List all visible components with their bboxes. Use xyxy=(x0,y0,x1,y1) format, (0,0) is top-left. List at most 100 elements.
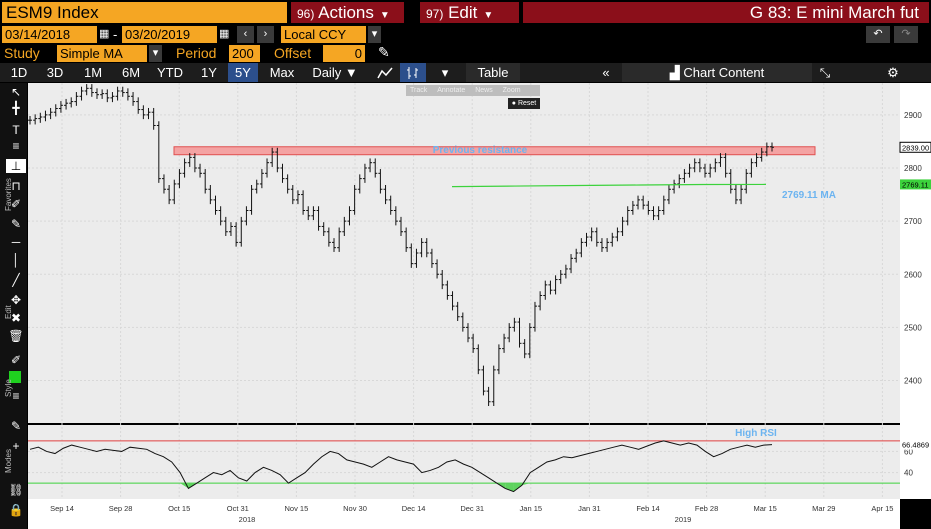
period-label: Period xyxy=(176,45,217,61)
reset-icon: ● xyxy=(511,100,516,107)
erase-icon[interactable]: ✖ xyxy=(10,311,22,325)
period-input[interactable]: 200 xyxy=(229,45,260,62)
track-tool[interactable]: Track xyxy=(410,87,428,94)
line-style-icon[interactable]: ≡ xyxy=(12,389,20,403)
rsi-tick-label: 60 xyxy=(904,447,913,456)
pencil-mode-icon[interactable]: ✎ xyxy=(10,419,22,433)
table-button[interactable]: Table xyxy=(466,63,520,82)
range-ytd[interactable]: YTD xyxy=(157,65,183,80)
pencil-icon[interactable]: ✎ xyxy=(378,44,390,60)
date-dash: - xyxy=(113,27,118,42)
brush-icon[interactable]: ✐ xyxy=(10,197,22,211)
actions-label: Actions xyxy=(318,3,374,22)
ma-line xyxy=(451,183,767,188)
y-tick-label: 2400 xyxy=(904,377,922,386)
offset-label: Offset xyxy=(274,45,312,61)
ruler-icon[interactable]: ⊓ xyxy=(11,179,21,193)
pen-icon[interactable]: ✎ xyxy=(10,217,22,231)
price-plot-area[interactable] xyxy=(28,83,900,423)
mini-toolbar: Track Annotate News Zoom xyxy=(406,85,540,96)
range-6m[interactable]: 6M xyxy=(121,65,141,80)
move-icon[interactable]: ✥ xyxy=(10,293,22,307)
x-tick-label: Sep 14 xyxy=(50,504,74,513)
redo-icon[interactable]: ↷ xyxy=(894,26,918,43)
start-date-input[interactable]: 03/14/2018 xyxy=(2,26,97,43)
line-chart-icon[interactable] xyxy=(372,63,398,82)
lock-icon[interactable]: 🔒 xyxy=(8,503,24,517)
range-1m[interactable]: 1M xyxy=(83,65,103,80)
x-tick-label: Feb 28 xyxy=(695,504,718,513)
next-arrow-icon[interactable]: › xyxy=(257,26,274,43)
ma-price-label: 2769.11 xyxy=(902,180,929,189)
prev-arrow-icon[interactable]: ‹ xyxy=(237,26,254,43)
caret-down-icon: ▼ xyxy=(483,10,494,21)
chart-type-dropdown-icon[interactable]: ▾ xyxy=(441,65,449,80)
x-tick-label: Mar 29 xyxy=(812,504,835,513)
chevron-down-icon[interactable]: ▾ xyxy=(368,26,381,43)
study-select[interactable]: Simple MA xyxy=(57,45,147,62)
ticker-field[interactable]: ESM9 Index xyxy=(2,2,287,23)
edit-num: 97) xyxy=(426,7,444,21)
range-max[interactable]: Max xyxy=(269,65,295,80)
ma-label: 2769.11 MA xyxy=(782,190,836,201)
bar-chart-icon[interactable] xyxy=(400,63,426,82)
edit-label: Edit xyxy=(448,3,478,22)
link-icon[interactable]: ⛓ xyxy=(8,483,24,497)
rsi-oversold-fill xyxy=(521,483,531,486)
color-swatch[interactable] xyxy=(9,371,21,383)
offset-input[interactable]: 0 xyxy=(323,45,365,62)
drawing-sidebar: ↖ ╋ T ≡ ⊥ ⊓ ✐ ✎ ─ │ ╱ ✥ ✖ 🗑 ✐ ≡ ✎ + ⛓ 🔒 … xyxy=(0,83,27,529)
gear-icon[interactable]: ⚙ xyxy=(887,65,899,80)
x-tick-label: Jan 31 xyxy=(578,504,601,513)
y-tick-label: 2500 xyxy=(904,323,922,332)
currency-select[interactable]: Local CCY xyxy=(281,26,366,43)
x-tick-label: Oct 15 xyxy=(168,504,190,513)
year-label: 2019 xyxy=(675,515,692,524)
trend-line-icon[interactable]: ╱ xyxy=(12,273,20,287)
resistance-band xyxy=(173,146,816,156)
active-tool-icon[interactable]: ⊥ xyxy=(6,159,26,173)
edit-button[interactable]: 97) Edit ▼ xyxy=(420,2,519,23)
range-3d[interactable]: 3D xyxy=(46,65,64,80)
calendar-icon[interactable]: ▦ xyxy=(219,28,230,40)
end-date-input[interactable]: 03/20/2019 xyxy=(122,26,217,43)
crosshair-icon[interactable]: ╋ xyxy=(12,101,20,115)
reset-button[interactable]: ● Reset xyxy=(508,98,540,109)
cursor-icon[interactable]: ↖ xyxy=(10,85,22,99)
style-brush-icon[interactable]: ✐ xyxy=(10,353,22,367)
caret-down-icon: ▼ xyxy=(379,10,390,21)
undo-icon[interactable]: ↶ xyxy=(866,26,890,43)
cross-mode-icon[interactable]: + xyxy=(12,439,20,453)
high-rsi-label: High RSI xyxy=(735,428,777,439)
range-1y[interactable]: 1Y xyxy=(201,65,217,80)
x-tick-label: Dec 14 xyxy=(402,504,426,513)
range-1d[interactable]: 1D xyxy=(10,65,28,80)
range-5y[interactable]: 5Y xyxy=(228,63,258,82)
vertical-line-icon[interactable]: │ xyxy=(12,253,20,267)
x-axis xyxy=(28,499,900,529)
year-label: 2018 xyxy=(239,515,256,524)
actions-button[interactable]: 96) Actions ▼ xyxy=(291,2,404,23)
last-price-label: 2839.00 xyxy=(902,143,929,152)
chart-content-button[interactable]: ▟ Chart Content xyxy=(622,63,812,82)
ma-price-tag xyxy=(900,179,931,190)
interval-select[interactable]: Daily ▼ xyxy=(312,65,358,80)
resize-icon[interactable]: ⤡ xyxy=(819,65,831,80)
delete-icon[interactable]: 🗑 xyxy=(8,329,24,343)
x-tick-label: Nov 15 xyxy=(285,504,309,513)
chevron-down-icon[interactable]: ▾ xyxy=(149,45,162,62)
horizontal-line-icon[interactable]: ─ xyxy=(11,235,21,249)
calendar-icon[interactable]: ▦ xyxy=(99,28,110,40)
actions-num: 96) xyxy=(297,7,315,21)
news-tool[interactable]: News xyxy=(475,87,493,94)
zoom-tool[interactable]: Zoom xyxy=(502,87,521,94)
rsi-plot-area[interactable] xyxy=(28,425,900,499)
y-tick-label: 2600 xyxy=(904,270,922,279)
text-tool-icon[interactable]: T xyxy=(12,123,20,137)
collapse-left-icon[interactable]: « xyxy=(602,65,610,80)
annotate-tool[interactable]: Annotate xyxy=(437,87,466,94)
range-toolbar: 1D 3D 1M 6M YTD 1Y 5Y Max Daily ▼ ▾ Tabl… xyxy=(0,63,931,82)
x-tick-label: Jan 15 xyxy=(520,504,543,513)
x-tick-label: Oct 31 xyxy=(227,504,249,513)
fib-icon[interactable]: ≡ xyxy=(12,139,20,153)
